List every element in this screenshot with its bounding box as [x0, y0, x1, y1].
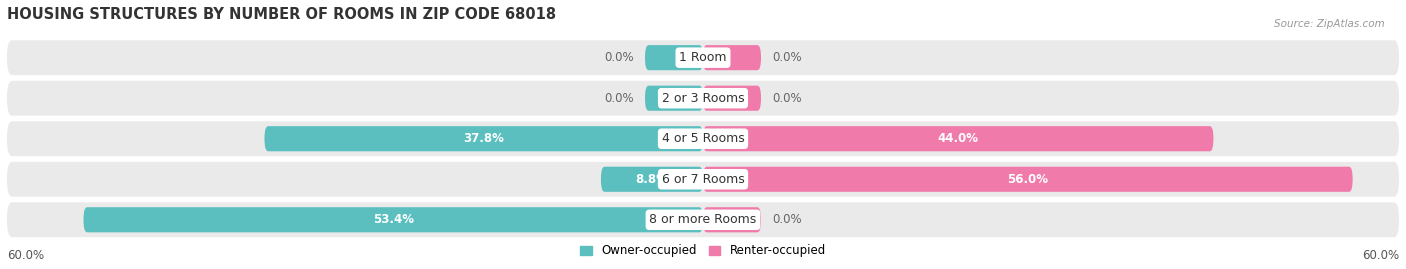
FancyBboxPatch shape	[600, 167, 703, 192]
Legend: Owner-occupied, Renter-occupied: Owner-occupied, Renter-occupied	[575, 240, 831, 262]
Text: 0.0%: 0.0%	[773, 213, 803, 226]
FancyBboxPatch shape	[645, 86, 703, 111]
Text: 1 Room: 1 Room	[679, 51, 727, 64]
Text: 4 or 5 Rooms: 4 or 5 Rooms	[662, 132, 744, 145]
Text: 2 or 3 Rooms: 2 or 3 Rooms	[662, 92, 744, 105]
Text: 60.0%: 60.0%	[7, 249, 44, 262]
Text: 56.0%: 56.0%	[1007, 173, 1049, 186]
FancyBboxPatch shape	[7, 121, 1399, 156]
FancyBboxPatch shape	[83, 207, 703, 232]
Text: 6 or 7 Rooms: 6 or 7 Rooms	[662, 173, 744, 186]
Text: 53.4%: 53.4%	[373, 213, 413, 226]
Text: 0.0%: 0.0%	[773, 92, 803, 105]
Text: 8 or more Rooms: 8 or more Rooms	[650, 213, 756, 226]
FancyBboxPatch shape	[264, 126, 703, 151]
FancyBboxPatch shape	[703, 126, 1213, 151]
Text: Source: ZipAtlas.com: Source: ZipAtlas.com	[1274, 19, 1385, 29]
FancyBboxPatch shape	[703, 167, 1353, 192]
FancyBboxPatch shape	[7, 162, 1399, 197]
FancyBboxPatch shape	[645, 45, 703, 70]
Text: 0.0%: 0.0%	[773, 51, 803, 64]
Text: 0.0%: 0.0%	[603, 92, 633, 105]
Text: 0.0%: 0.0%	[603, 51, 633, 64]
Text: 60.0%: 60.0%	[1362, 249, 1399, 262]
FancyBboxPatch shape	[703, 86, 761, 111]
Text: 8.8%: 8.8%	[636, 173, 668, 186]
Text: 44.0%: 44.0%	[938, 132, 979, 145]
FancyBboxPatch shape	[7, 81, 1399, 116]
FancyBboxPatch shape	[7, 40, 1399, 75]
Text: 37.8%: 37.8%	[464, 132, 505, 145]
FancyBboxPatch shape	[703, 45, 761, 70]
FancyBboxPatch shape	[7, 202, 1399, 237]
FancyBboxPatch shape	[703, 207, 761, 232]
Text: HOUSING STRUCTURES BY NUMBER OF ROOMS IN ZIP CODE 68018: HOUSING STRUCTURES BY NUMBER OF ROOMS IN…	[7, 7, 555, 22]
